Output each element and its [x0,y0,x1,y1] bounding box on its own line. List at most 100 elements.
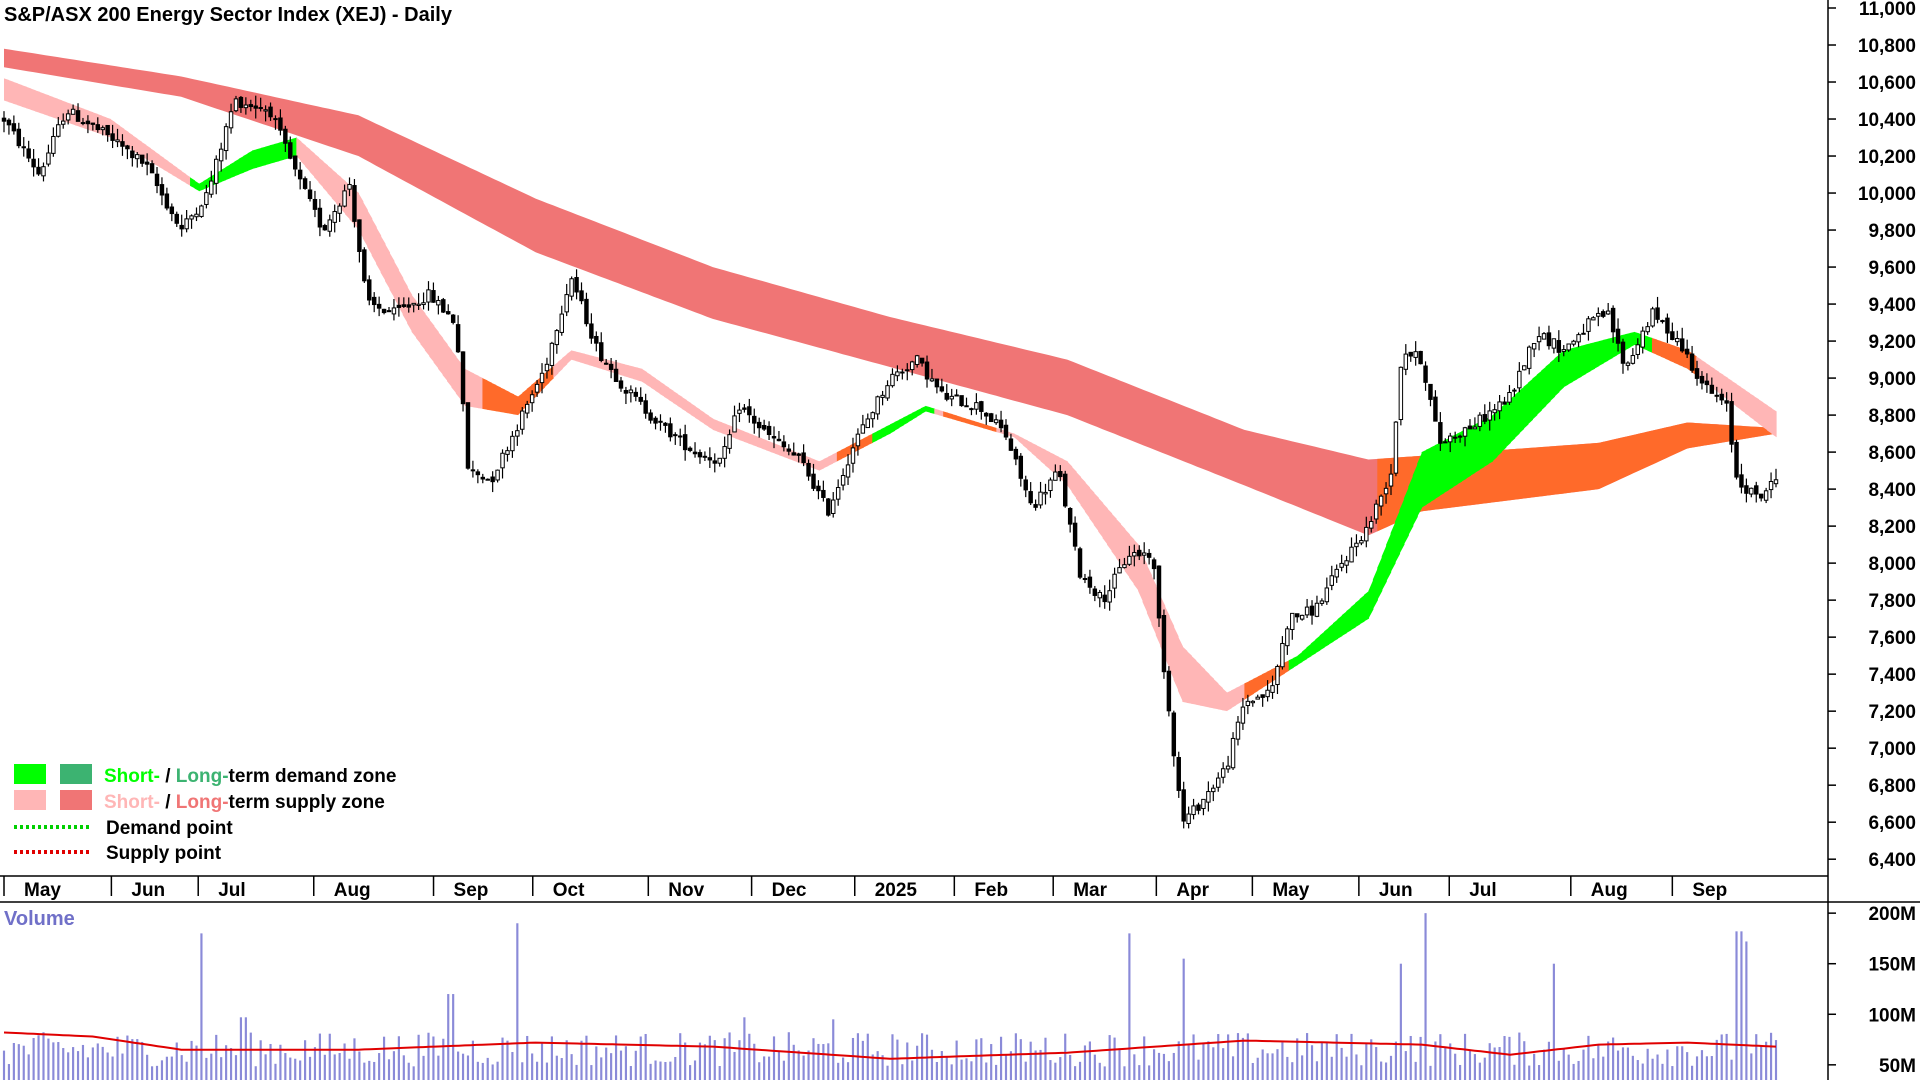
volume-bar [47,1038,50,1080]
candle-body [1334,568,1339,578]
short-term-zone-segment [1182,646,1188,703]
volume-bar [516,923,519,1080]
short-term-zone-segment [703,412,709,427]
candle-body [130,150,135,159]
short-term-zone-segment [1076,471,1082,506]
short-term-zone-segment [1067,461,1073,493]
candle-body [1443,441,1448,444]
candle-body [1754,485,1759,495]
volume-bar [634,1050,637,1080]
price-tick-label: 10,600 [1858,73,1916,94]
volume-bar [580,1040,583,1080]
volume-bar [1671,1066,1674,1080]
candle-body [870,412,875,420]
candle-body [1433,396,1438,422]
candle-body [653,417,658,424]
candle-body [929,378,935,382]
short-term-zone-segment [1337,615,1343,639]
volume-bar [1009,1051,1013,1080]
short-term-zone-segment [1355,598,1361,628]
volume-bar [76,1051,80,1080]
candle-body [1344,560,1349,566]
volume-bar [930,1049,934,1080]
candle-body [302,178,308,189]
volume-bar [940,1051,943,1080]
candle-body [194,213,199,218]
candle-body [1477,414,1483,427]
candle-body [584,298,589,325]
short-term-zone-segment [1315,635,1321,654]
short-term-zone-segment [872,431,878,443]
volume-bar [1424,913,1427,1080]
short-term-zone-segment [1364,590,1370,622]
volume-bar [1384,1062,1388,1080]
candle-body [860,424,866,434]
short-term-zone-segment [1426,447,1432,505]
volume-bar [150,1066,154,1080]
candle-body [371,296,377,306]
short-term-zone-segment [198,181,204,192]
candle-body [120,141,125,147]
candle-body [1211,787,1216,793]
candle-body [732,415,737,433]
short-term-zone-segment [836,449,842,462]
short-term-zone-segment [442,337,448,382]
short-term-zone-segment [1567,348,1573,385]
volume-bar [1503,1036,1506,1080]
volume-bar [387,1059,391,1080]
candle-body [144,161,150,165]
candle-body [845,464,851,478]
candle-body [1729,401,1734,445]
short-term-zone-segment [429,319,435,363]
candle-body [1601,311,1606,317]
short-term-zone-segment [150,148,156,165]
volume-bar [318,1033,321,1080]
candle-body [46,152,51,165]
candle-body [465,402,471,469]
short-term-zone-segment [1213,678,1219,710]
volume-bar [146,1054,149,1080]
candle-body [885,385,890,399]
short-term-zone-segment [761,438,767,451]
volume-bar [881,1055,884,1080]
candle-body [312,198,318,210]
volume-bar [1088,1041,1091,1080]
volume-bar [1360,1065,1363,1080]
short-term-zone-segment [154,151,160,168]
volume-bar [1468,1049,1472,1080]
volume-bar [1774,1040,1778,1080]
candle-body [1,117,7,122]
price-tick-label: 7,800 [1868,591,1916,612]
short-term-zone-segment [810,457,816,469]
candle-body [1225,765,1231,770]
volume-bar [1325,1042,1328,1080]
volume-bar [244,1017,247,1080]
volume-bar [970,1061,973,1080]
candle-body [1171,712,1177,757]
candle-body [1299,614,1305,620]
candle-body [386,310,392,313]
short-term-zone-segment [1589,342,1595,372]
candle-body [1522,365,1527,371]
candle-body [258,107,263,110]
volume-bar [955,1040,958,1080]
candle-body [1137,549,1142,557]
volume-bar [1636,1060,1639,1080]
short-term-zone-segment [1381,544,1387,591]
volume-bar [42,1032,45,1080]
volume-bar [417,1034,420,1080]
candle-body [218,148,224,162]
short-term-zone-segment [48,95,54,118]
short-term-zone-segment [1665,342,1671,361]
volume-bar [308,1056,312,1080]
candle-body [1739,474,1744,488]
volume-bar [679,1033,682,1080]
volume-bar [1054,1062,1057,1080]
short-term-zone-segment [88,110,94,132]
candle-body [51,135,56,154]
candle-body [826,498,831,516]
short-term-zone-segment [894,419,900,431]
candle-body [1161,615,1167,673]
short-term-zone-segment [965,418,971,425]
volume-bar [935,1061,938,1080]
